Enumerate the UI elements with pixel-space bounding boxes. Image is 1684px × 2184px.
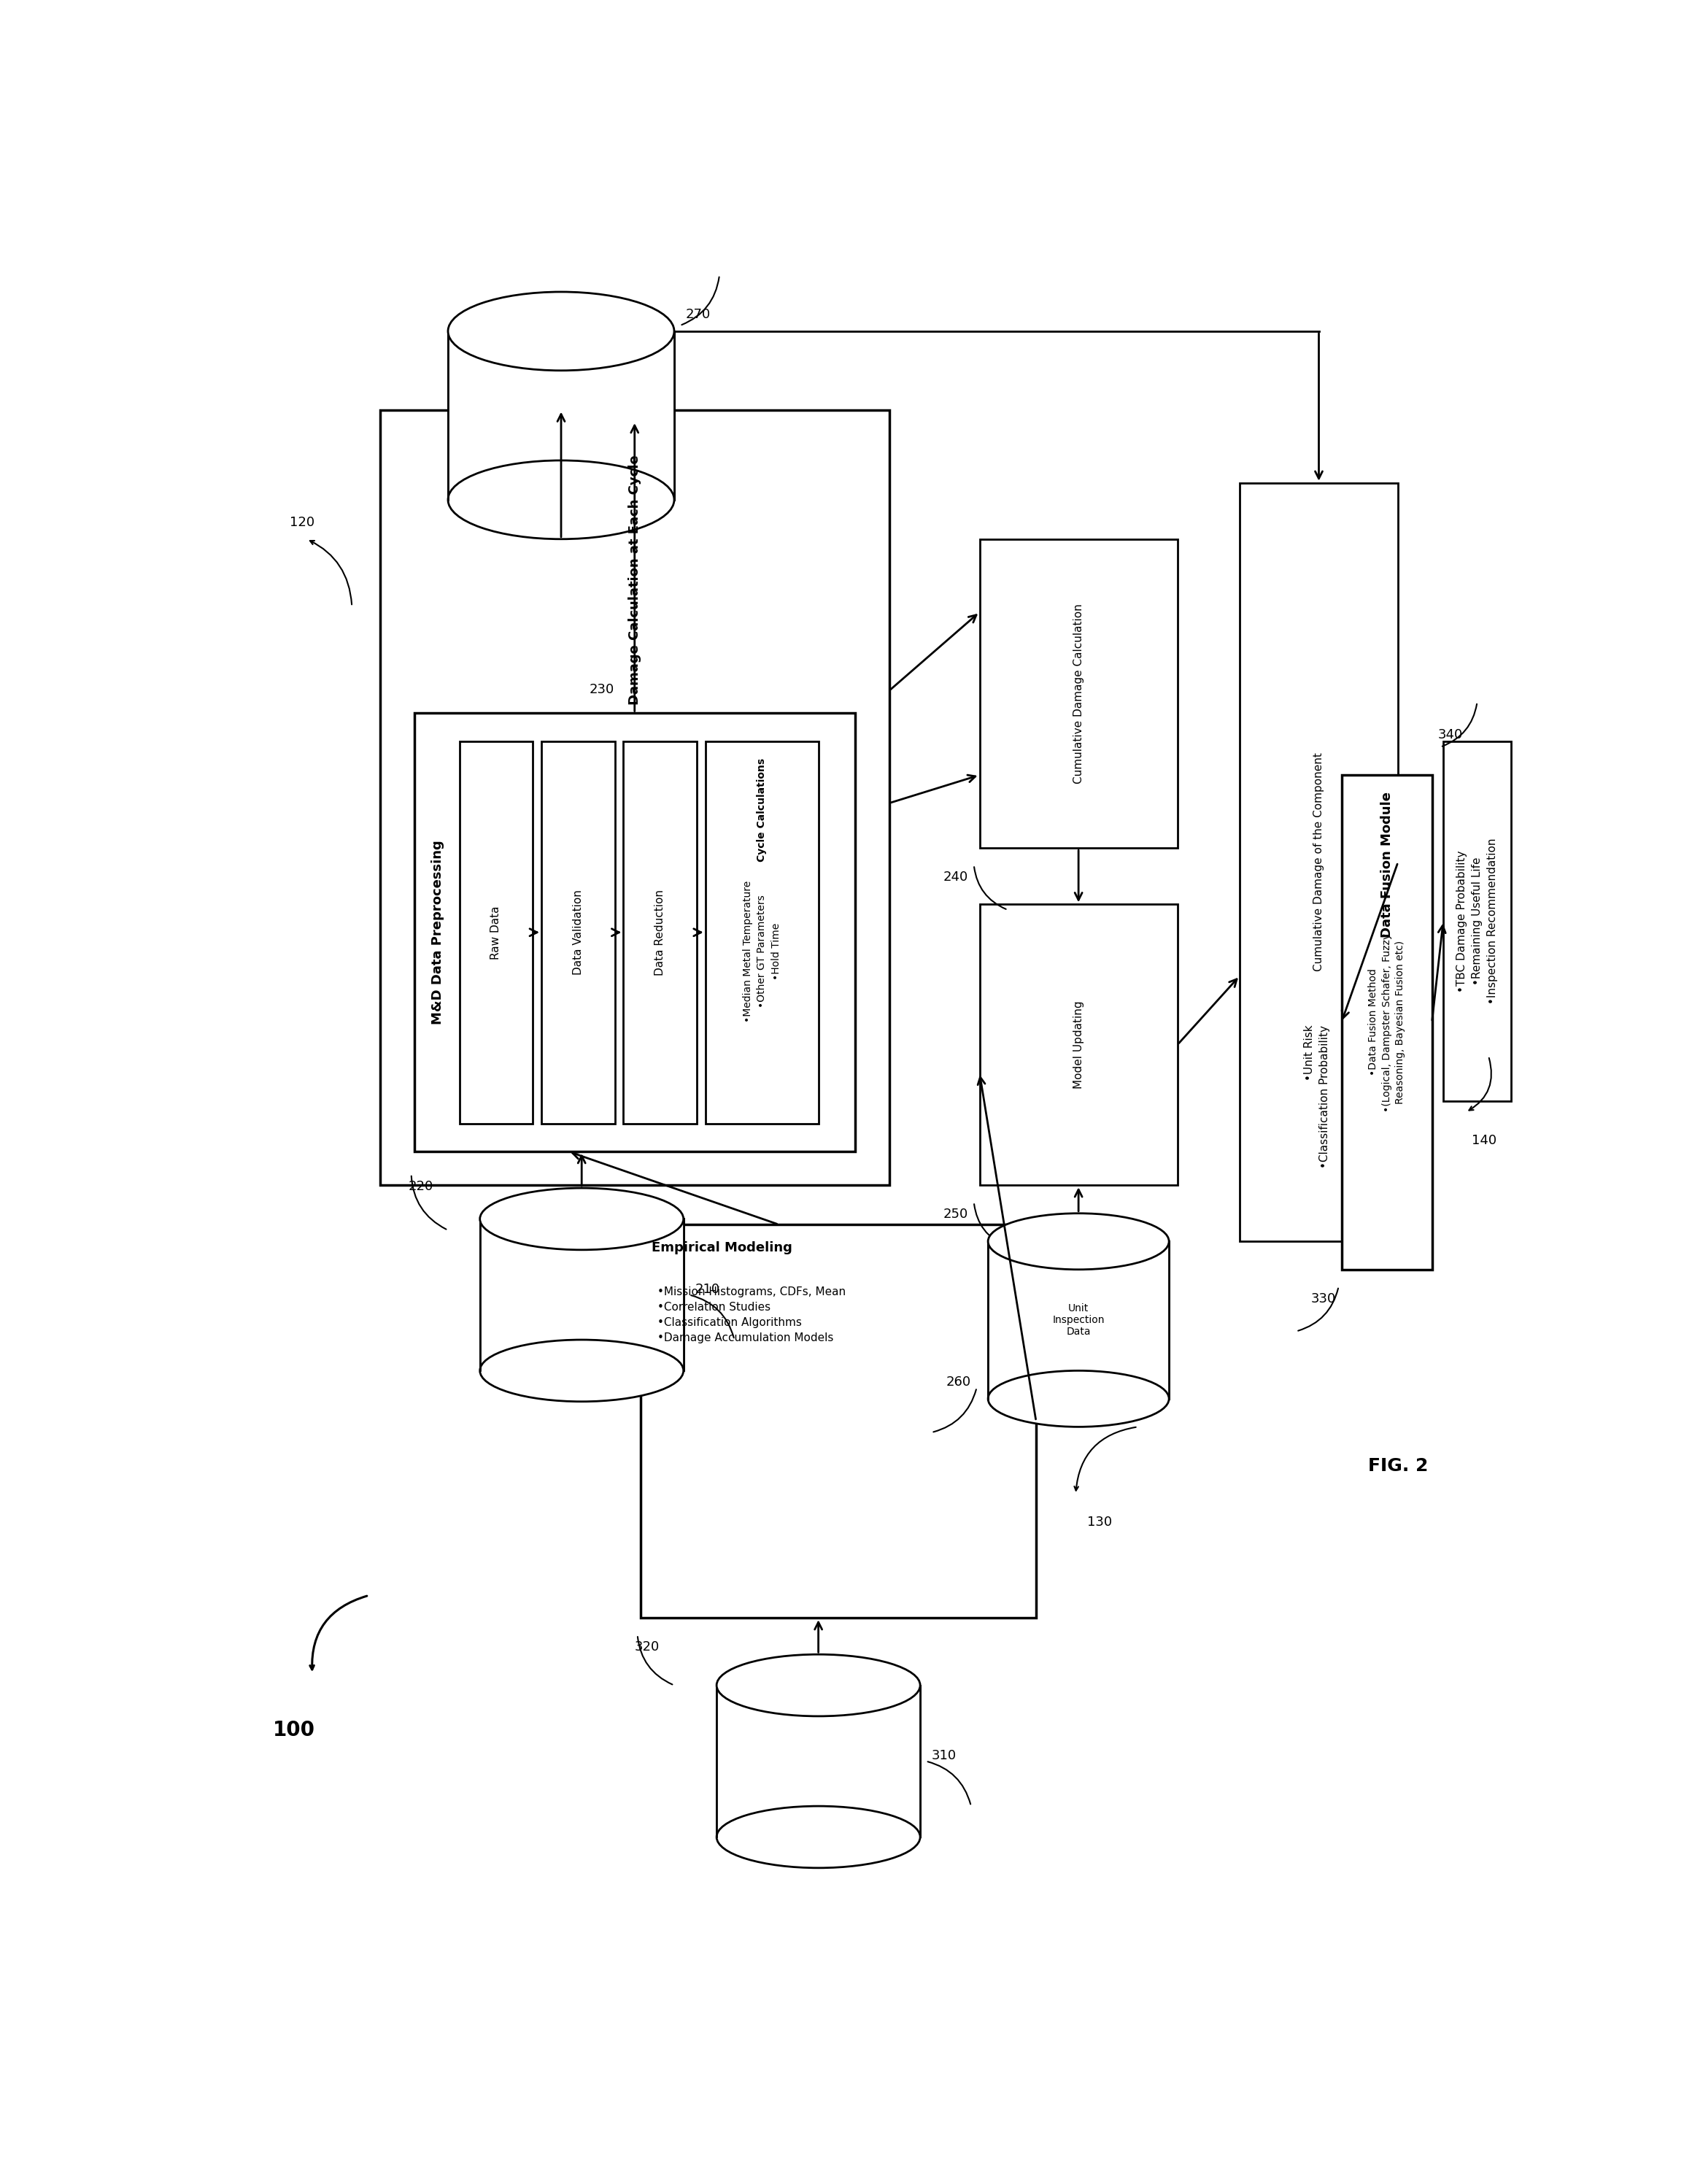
Bar: [1443, 740, 1511, 1101]
Text: Model Updating: Model Updating: [1073, 1000, 1084, 1090]
Bar: [460, 740, 532, 1123]
Bar: [448, 332, 674, 500]
Text: 270: 270: [685, 308, 711, 321]
Text: 210: 210: [695, 1282, 719, 1295]
Ellipse shape: [480, 1188, 684, 1249]
Ellipse shape: [480, 1339, 684, 1402]
Text: 220: 220: [409, 1179, 433, 1192]
Ellipse shape: [717, 1806, 919, 1867]
Text: 340: 340: [1438, 727, 1463, 740]
Text: FIG. 2: FIG. 2: [1367, 1457, 1428, 1474]
Text: 250: 250: [943, 1208, 968, 1221]
Bar: [1342, 775, 1431, 1269]
Bar: [989, 1241, 1169, 1398]
Bar: [480, 1219, 684, 1372]
Bar: [706, 740, 818, 1123]
Text: 120: 120: [290, 515, 315, 529]
Bar: [640, 1225, 1036, 1618]
Bar: [1239, 483, 1398, 1241]
Ellipse shape: [448, 293, 674, 371]
Text: Data Validation: Data Validation: [573, 889, 584, 974]
Bar: [381, 411, 889, 1186]
Text: Cumulative Damage Calculation: Cumulative Damage Calculation: [1073, 603, 1084, 784]
Ellipse shape: [717, 1655, 919, 1717]
Bar: [623, 740, 697, 1123]
Text: •TBC Damage Probability
•Remaining Useful Life
•Inspection Recommendation: •TBC Damage Probability •Remaining Usefu…: [1457, 839, 1499, 1005]
Bar: [541, 740, 615, 1123]
Text: Data Reduction: Data Reduction: [655, 889, 665, 976]
Text: •Data Fusion Method
•(Logical, Dampster Schafer, Fuzzy
Reasoning, Bayesian Fusio: •Data Fusion Method •(Logical, Dampster …: [1367, 933, 1404, 1112]
Ellipse shape: [448, 461, 674, 539]
Text: 140: 140: [1472, 1133, 1497, 1147]
Text: Unit
Inspection
Data: Unit Inspection Data: [1052, 1304, 1105, 1337]
Text: Cycle Calculations: Cycle Calculations: [756, 758, 766, 863]
Ellipse shape: [989, 1214, 1169, 1269]
Text: M&D Data Preprocessing: M&D Data Preprocessing: [431, 841, 445, 1024]
Text: Data Fusion Module: Data Fusion Module: [1381, 793, 1393, 937]
Text: Raw Data: Raw Data: [490, 906, 502, 959]
Text: Empirical Modeling: Empirical Modeling: [652, 1241, 791, 1254]
Text: •Median Metal Temperature
•Other GT Parameters
•Hold Time: •Median Metal Temperature •Other GT Para…: [743, 880, 781, 1022]
Text: 260: 260: [946, 1376, 972, 1389]
Bar: [717, 1686, 919, 1837]
Text: 330: 330: [1310, 1293, 1335, 1306]
Text: •Mission Histograms, CDFs, Mean
•Correlation Studies
•Classification Algorithms
: •Mission Histograms, CDFs, Mean •Correla…: [657, 1286, 845, 1343]
Text: 100: 100: [273, 1721, 315, 1741]
Text: 240: 240: [943, 871, 968, 885]
Text: 320: 320: [635, 1640, 660, 1653]
Text: 230: 230: [589, 684, 615, 697]
Text: •Unit Risk
•Classification Probability: •Unit Risk •Classification Probability: [1303, 1024, 1330, 1168]
Text: 130: 130: [1086, 1516, 1111, 1529]
Text: Cumulative Damage of the Component: Cumulative Damage of the Component: [1314, 753, 1324, 972]
Text: Damage Calculation at Each Cycle: Damage Calculation at Each Cycle: [628, 454, 642, 705]
Ellipse shape: [989, 1372, 1169, 1426]
Bar: [980, 539, 1177, 847]
Bar: [980, 904, 1177, 1186]
Bar: [414, 714, 855, 1151]
Text: 310: 310: [931, 1749, 957, 1762]
